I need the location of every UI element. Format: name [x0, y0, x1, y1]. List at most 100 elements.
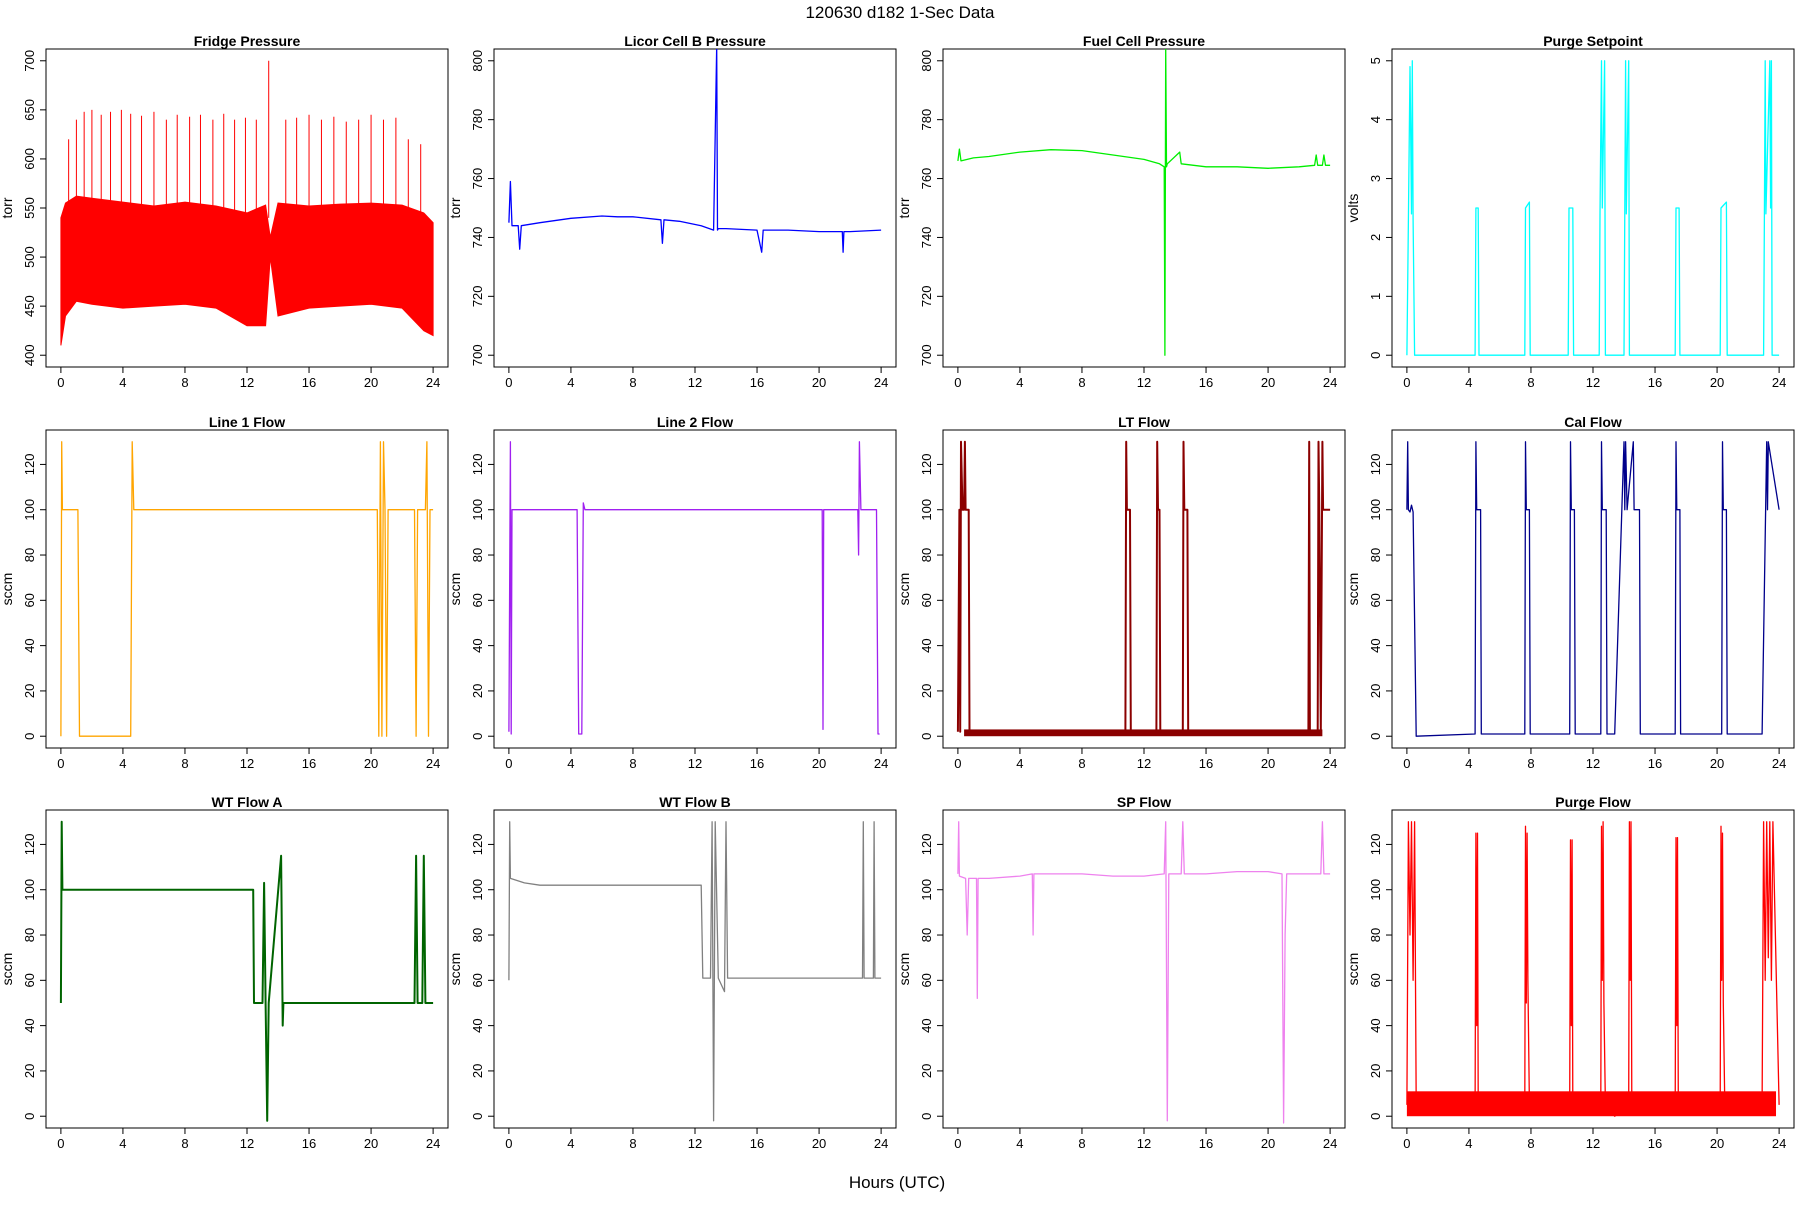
y-tick-label: 120 [919, 834, 934, 856]
x-tick-label: 20 [812, 1136, 826, 1151]
x-tick-label: 0 [57, 756, 64, 771]
x-tick-label: 12 [688, 375, 702, 390]
y-tick-label: 120 [470, 454, 485, 476]
x-tick-label: 20 [1261, 756, 1275, 771]
x-tick-label: 16 [750, 375, 764, 390]
y-tick-label: 550 [22, 197, 37, 219]
figure-xlabel: Hours (UTC) [849, 1173, 945, 1192]
panel-0: Fridge Pressure torr 0 4 8 12 16 20 24 400 450 500 5… [0, 33, 449, 390]
series-line [508, 821, 882, 1122]
x-tick-label: 0 [57, 375, 64, 390]
x-tick-label: 12 [1137, 756, 1151, 771]
y-tick-label: 80 [919, 548, 934, 562]
plot-area [957, 49, 1331, 356]
plot-area [1406, 60, 1780, 356]
x-tick-label: 4 [119, 375, 126, 390]
y-axis-label: sccm [896, 573, 912, 606]
y-tick-label: 760 [919, 168, 934, 190]
panel-4: Line 1 Flow sccm 0 4 8 12 16 20 24 0 20 40 60 80 100 12… [0, 414, 449, 771]
y-tick-label: 120 [22, 834, 37, 856]
y-tick-label: 120 [22, 454, 37, 476]
y-tick-label: 760 [470, 168, 485, 190]
y-tick-label: 800 [919, 50, 934, 72]
y-tick-label: 700 [22, 50, 37, 72]
plot-frame [1391, 429, 1795, 749]
y-tick-label: 80 [22, 928, 37, 942]
x-tick-label: 24 [1772, 1136, 1786, 1151]
y-tick-label: 80 [470, 928, 485, 942]
y-tick-label: 120 [470, 834, 485, 856]
x-tick-label: 12 [1137, 1136, 1151, 1151]
panel-title: Line 1 Flow [209, 414, 285, 430]
y-tick-label: 60 [22, 973, 37, 987]
panel-title: WT Flow A [211, 794, 282, 810]
y-tick-label: 120 [919, 454, 934, 476]
y-axis-label: sccm [447, 953, 463, 986]
x-tick-label: 0 [505, 375, 512, 390]
y-tick-label: 740 [470, 227, 485, 249]
x-tick-label: 12 [240, 1136, 254, 1151]
y-tick-label: 3 [1368, 175, 1383, 182]
panel-title: Licor Cell B Pressure [624, 33, 766, 49]
panel-title: SP Flow [1117, 794, 1171, 810]
y-tick-label: 100 [919, 879, 934, 901]
panel-title: Cal Flow [1564, 414, 1622, 430]
panel-title: Line 2 Flow [657, 414, 733, 430]
y-tick-label: 40 [919, 638, 934, 652]
y-tick-label: 0 [1368, 352, 1383, 359]
x-tick-label: 0 [954, 375, 961, 390]
y-tick-label: 100 [919, 499, 934, 521]
x-tick-label: 12 [688, 1136, 702, 1151]
x-tick-label: 4 [119, 756, 126, 771]
plot-area [59, 820, 434, 1122]
plot-frame [942, 48, 1346, 368]
x-tick-label: 20 [812, 756, 826, 771]
y-tick-label: 700 [470, 344, 485, 366]
plot-area [60, 60, 434, 346]
x-tick-label: 16 [1648, 375, 1662, 390]
x-tick-label: 20 [1710, 375, 1724, 390]
x-tick-label: 8 [1078, 756, 1085, 771]
plot-frame [493, 809, 897, 1129]
y-tick-label: 60 [470, 593, 485, 607]
y-tick-label: 100 [22, 879, 37, 901]
y-axis-label: sccm [1345, 953, 1361, 986]
series-line [956, 440, 1331, 733]
y-tick-label: 80 [919, 928, 934, 942]
x-tick-label: 16 [750, 756, 764, 771]
series-line [957, 49, 1331, 356]
plot-area [508, 821, 882, 1122]
x-tick-label: 0 [57, 1136, 64, 1151]
x-tick-label: 16 [1648, 1136, 1662, 1151]
x-tick-label: 12 [240, 756, 254, 771]
y-axis-label: sccm [0, 953, 15, 986]
series-line [1406, 821, 1780, 1117]
y-tick-label: 80 [470, 548, 485, 562]
panel-7: Cal Flow sccm 0 4 8 12 16 20 24 0 20 40 60 80 100 120 [1345, 414, 1795, 771]
y-tick-label: 450 [22, 295, 37, 317]
y-tick-label: 40 [470, 638, 485, 652]
x-tick-label: 4 [1465, 1136, 1472, 1151]
x-tick-label: 12 [1137, 375, 1151, 390]
y-tick-label: 20 [919, 684, 934, 698]
series-line [508, 49, 882, 253]
panel-title: WT Flow B [659, 794, 731, 810]
x-tick-label: 16 [302, 756, 316, 771]
y-axis-label: torr [447, 197, 463, 218]
y-tick-label: 40 [22, 1018, 37, 1032]
y-tick-label: 120 [1368, 454, 1383, 476]
x-tick-label: 0 [505, 1136, 512, 1151]
y-tick-label: 100 [470, 879, 485, 901]
plot-area [508, 441, 880, 735]
x-tick-label: 8 [629, 1136, 636, 1151]
x-tick-label: 4 [567, 375, 574, 390]
y-tick-label: 60 [919, 973, 934, 987]
series-line [1406, 60, 1780, 356]
y-tick-label: 780 [470, 109, 485, 131]
x-tick-label: 16 [750, 1136, 764, 1151]
x-tick-label: 4 [1016, 756, 1023, 771]
x-tick-label: 8 [181, 375, 188, 390]
series-line [1406, 441, 1780, 737]
y-tick-label: 80 [1368, 548, 1383, 562]
